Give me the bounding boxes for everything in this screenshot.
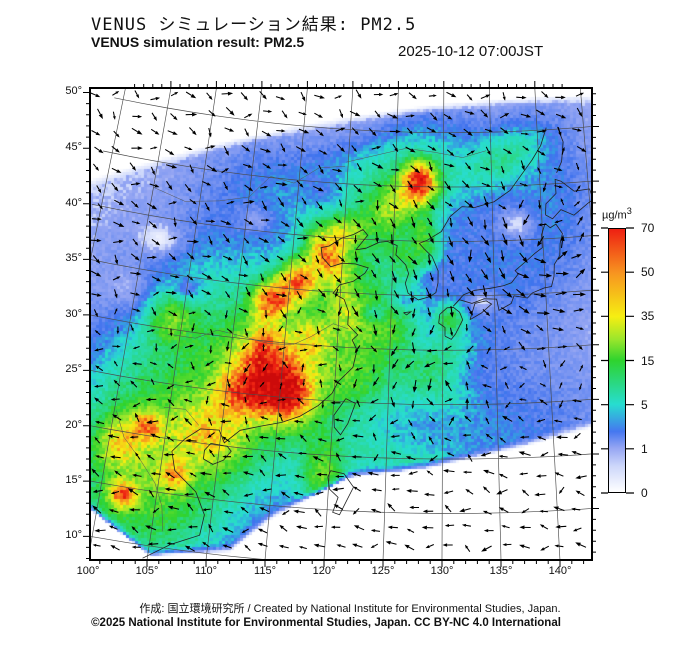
legend-unit-text: µg/m [602, 209, 627, 222]
lon-tick-label: 105° [135, 565, 159, 577]
copyright-text: ©2025 National Institute for Environment… [91, 617, 561, 629]
valid-time-label: 2025-10-12 07:00JST [398, 43, 544, 60]
lat-tick-label: 45° [65, 141, 82, 154]
lon-tick-label: 115° [254, 565, 276, 577]
legend-tick-label: 50 [641, 265, 655, 280]
copyright-line: ©2025 National Institute for Environment… [0, 617, 700, 629]
legend-tick-label: 1 [641, 441, 648, 456]
page-title-japanese: VENUS シミュレーション結果: PM2.5 [91, 15, 417, 35]
legend-tick-label: 35 [641, 309, 655, 324]
lat-tick-label: 25° [65, 363, 82, 376]
lon-tick-label: 130° [430, 565, 454, 577]
legend-unit-label: µg/m3 [602, 206, 632, 222]
lon-tick-label: 140° [548, 565, 572, 577]
lon-tick-label: 125° [371, 565, 395, 577]
legend-tick-label: 0 [641, 486, 648, 500]
page-title-english: VENUS simulation result: PM2.5 [91, 34, 305, 50]
lat-tick-label: 10° [65, 529, 82, 542]
lat-tick-label: 35° [65, 252, 82, 265]
legend-unit-exponent: 3 [626, 206, 632, 216]
credit-line: 作成: 国立環境研究所 / Created by National Instit… [139, 603, 561, 615]
lon-tick-label: 110° [195, 565, 217, 577]
legend-tick-label: 70 [641, 221, 655, 235]
pm25-concentration-field [90, 88, 592, 560]
lon-tick-label: 120° [312, 565, 336, 577]
legend-colorbar [608, 228, 626, 493]
lat-tick-label: 30° [65, 307, 82, 320]
lat-tick-label: 20° [65, 418, 82, 431]
lat-tick-label: 50° [65, 85, 82, 98]
legend-tick-label: 5 [641, 397, 648, 412]
lat-tick-label: 40° [65, 196, 82, 209]
lon-tick-label: 135° [489, 565, 513, 577]
lat-tick-label: 15° [65, 474, 82, 487]
lon-tick-label: 100° [76, 565, 100, 577]
legend-tick-label: 15 [641, 353, 655, 368]
